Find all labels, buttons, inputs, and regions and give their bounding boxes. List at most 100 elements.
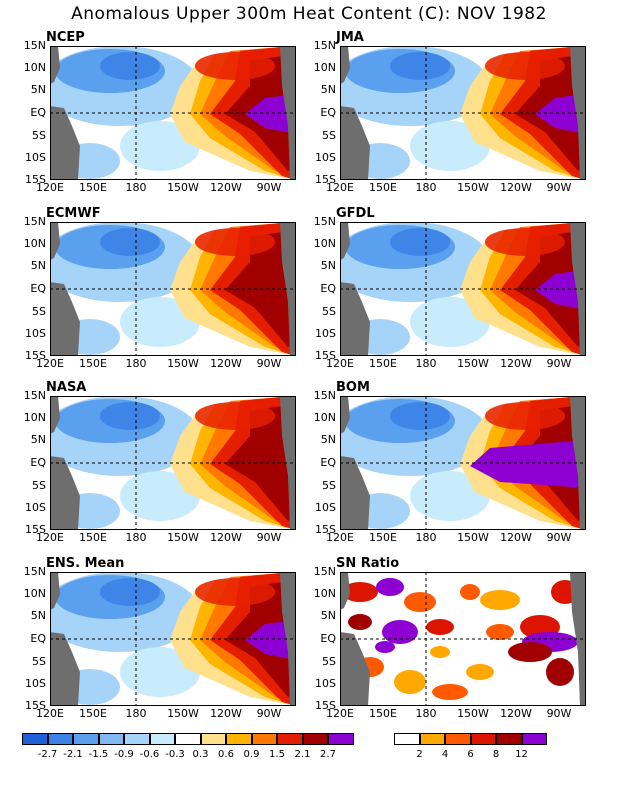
colorbar-tick-label: 0.6 <box>218 749 234 760</box>
colorbar-tick-label: -2.7 <box>37 749 58 760</box>
lat-tick-label: 5N <box>320 259 336 272</box>
land-mass <box>280 222 296 356</box>
colorbar-swatch <box>521 733 547 745</box>
figure-title: Anomalous Upper 300m Heat Content (C): N… <box>71 4 547 24</box>
contour-region <box>466 664 494 680</box>
contour-region <box>390 228 450 256</box>
contour-region <box>120 471 200 521</box>
map-canvas <box>340 222 586 356</box>
panel-title: JMA <box>336 30 364 45</box>
lon-tick-label: 150W <box>167 357 199 370</box>
lon-tick-label: 120W <box>500 707 532 720</box>
lon-tick-label: 120W <box>210 531 242 544</box>
land-mass <box>340 456 370 530</box>
colorbar-tick-label: 0.9 <box>243 749 260 760</box>
lon-tick-label: 90W <box>256 181 282 194</box>
lon-tick-label: 150W <box>457 181 489 194</box>
panel-title: ECMWF <box>46 206 101 221</box>
lat-tick-label: 15S <box>25 173 46 186</box>
contour-region <box>430 646 450 658</box>
contour-region <box>348 614 372 630</box>
panel-title: NASA <box>46 380 87 395</box>
lat-tick-label: 15S <box>315 523 336 536</box>
contour-region <box>120 297 200 347</box>
lon-tick-label: 150W <box>457 707 489 720</box>
map-panel <box>340 46 586 180</box>
map-canvas <box>50 572 296 706</box>
contour-region <box>486 624 514 640</box>
lon-tick-label: 150W <box>167 531 199 544</box>
colorbar-swatch <box>445 733 471 745</box>
colorbar-swatch <box>394 733 420 745</box>
lat-tick-label: 10N <box>23 587 46 600</box>
lat-tick-label: 15S <box>315 349 336 362</box>
lat-tick-label: 5S <box>32 479 46 492</box>
map-frame <box>50 396 296 530</box>
map-canvas <box>50 396 296 530</box>
land-mass <box>340 396 350 434</box>
contour-region <box>410 121 490 171</box>
lon-tick-label: 90W <box>256 357 282 370</box>
lat-tick-label: EQ <box>320 456 336 469</box>
contour-region <box>376 578 404 596</box>
land-mass <box>340 106 370 180</box>
panel-title: GFDL <box>336 206 375 221</box>
colorbar-swatch <box>226 733 252 745</box>
lat-tick-label: 15S <box>25 523 46 536</box>
lon-tick-label: 90W <box>256 531 282 544</box>
contour-region <box>485 228 565 256</box>
colorbar-tick-label: -0.3 <box>165 749 185 760</box>
lon-tick-label: 180 <box>415 357 437 370</box>
panel-title: ENS. Mean <box>46 556 125 571</box>
lat-tick-label: 5N <box>320 83 336 96</box>
lat-tick-label: 5N <box>320 433 336 446</box>
lon-tick-label: 90W <box>546 531 572 544</box>
land-mass <box>340 46 350 84</box>
land-mass <box>340 572 350 610</box>
colorbar-swatch <box>47 733 73 745</box>
contour-region <box>508 642 552 662</box>
lon-tick-label: 150W <box>457 531 489 544</box>
land-mass <box>570 396 586 530</box>
lon-tick-label: 180 <box>415 181 437 194</box>
lon-tick-label: 120E <box>326 181 354 194</box>
colorbar-tick-label: 12 <box>515 749 528 760</box>
lat-tick-label: 15N <box>313 389 336 402</box>
map-frame <box>340 572 586 706</box>
land-mass <box>50 282 80 356</box>
map-frame <box>340 396 586 530</box>
panel-title: NCEP <box>46 30 85 45</box>
map-panel <box>50 396 296 530</box>
map-panel <box>50 572 296 706</box>
lat-tick-label: 15S <box>315 699 336 712</box>
lat-tick-label: 5S <box>32 305 46 318</box>
lon-tick-label: 150E <box>369 531 397 544</box>
lat-tick-label: EQ <box>320 632 336 645</box>
lat-tick-label: 15N <box>23 565 46 578</box>
lon-tick-label: 150E <box>79 181 107 194</box>
map-panel <box>340 396 586 530</box>
lat-tick-label: 10N <box>23 411 46 424</box>
lon-tick-label: 150E <box>369 181 397 194</box>
lon-tick-label: 180 <box>125 357 147 370</box>
land-mass <box>570 46 586 180</box>
lat-tick-label: EQ <box>30 106 46 119</box>
lat-tick-label: 10S <box>315 327 336 340</box>
lat-tick-label: 10S <box>25 677 46 690</box>
map-canvas <box>50 222 296 356</box>
colorbar-swatch <box>251 733 277 745</box>
contour-region <box>485 52 565 80</box>
contour-region <box>470 440 586 488</box>
lon-tick-label: 120E <box>36 707 64 720</box>
colorbar-tick-label: 2 <box>416 749 423 760</box>
lat-tick-label: 15N <box>23 215 46 228</box>
lat-tick-label: 15N <box>313 565 336 578</box>
colorbar-swatch <box>302 733 328 745</box>
lon-tick-label: 120E <box>36 531 64 544</box>
contour-region <box>195 578 275 606</box>
colorbar-swatch <box>419 733 445 745</box>
contour-region <box>100 578 160 606</box>
map-panel <box>50 222 296 356</box>
lat-tick-label: 15S <box>25 699 46 712</box>
contour-region <box>375 641 395 653</box>
